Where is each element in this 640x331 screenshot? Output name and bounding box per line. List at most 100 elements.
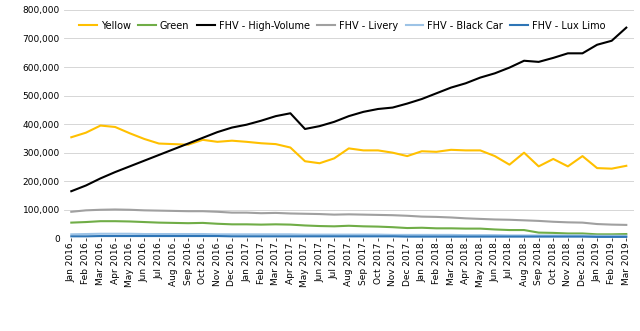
Green xyxy=(506,228,513,232)
FHV - Lux Limo xyxy=(623,235,630,239)
Green xyxy=(593,232,601,236)
FHV - Black Car xyxy=(345,233,353,237)
Green xyxy=(316,224,323,228)
Yellow xyxy=(418,149,426,153)
Yellow xyxy=(257,141,265,145)
Green xyxy=(608,232,616,236)
FHV - Black Car xyxy=(535,233,543,237)
FHV - High-Volume xyxy=(345,114,353,118)
FHV - Black Car xyxy=(506,233,513,237)
FHV - High-Volume xyxy=(199,136,207,140)
FHV - High-Volume xyxy=(418,97,426,101)
FHV - Lux Limo xyxy=(608,235,616,239)
FHV - Livery xyxy=(476,217,484,221)
FHV - Black Car xyxy=(462,233,470,237)
Yellow xyxy=(67,135,75,139)
FHV - Livery xyxy=(330,213,338,216)
FHV - Black Car xyxy=(272,232,280,236)
Green xyxy=(549,231,557,235)
Yellow xyxy=(330,156,338,160)
Yellow xyxy=(623,164,630,168)
FHV - Lux Limo xyxy=(549,235,557,239)
FHV - Black Car xyxy=(287,232,294,236)
Yellow xyxy=(447,148,455,152)
FHV - Livery xyxy=(549,220,557,224)
FHV - High-Volume xyxy=(374,107,382,111)
Yellow xyxy=(111,125,119,129)
FHV - Livery xyxy=(243,211,250,214)
FHV - Lux Limo xyxy=(111,234,119,238)
Line: FHV - Black Car: FHV - Black Car xyxy=(71,234,627,236)
FHV - High-Volume xyxy=(388,106,396,110)
Green xyxy=(97,219,104,223)
FHV - High-Volume xyxy=(330,120,338,124)
FHV - High-Volume xyxy=(287,111,294,115)
Green xyxy=(287,223,294,227)
FHV - Black Car xyxy=(257,232,265,236)
FHV - Lux Limo xyxy=(418,235,426,239)
FHV - Lux Limo xyxy=(126,234,134,238)
FHV - Lux Limo xyxy=(476,235,484,239)
FHV - Lux Limo xyxy=(214,234,221,238)
Yellow xyxy=(272,142,280,146)
Green xyxy=(330,224,338,228)
FHV - Livery xyxy=(491,217,499,221)
FHV - High-Volume xyxy=(623,25,630,29)
FHV - Black Car xyxy=(126,232,134,236)
FHV - Black Car xyxy=(491,233,499,237)
Green xyxy=(126,219,134,223)
FHV - Lux Limo xyxy=(535,235,543,239)
FHV - High-Volume xyxy=(141,159,148,163)
FHV - Black Car xyxy=(564,233,572,237)
FHV - High-Volume xyxy=(111,170,119,174)
Yellow xyxy=(82,131,90,135)
FHV - Black Car xyxy=(593,234,601,238)
Yellow xyxy=(535,165,543,168)
Green xyxy=(418,226,426,230)
Green xyxy=(374,225,382,229)
Yellow xyxy=(199,138,207,142)
FHV - Black Car xyxy=(82,232,90,236)
FHV - Livery xyxy=(170,209,177,213)
FHV - Livery xyxy=(447,215,455,219)
Legend: Yellow, Green, FHV - High-Volume, FHV - Livery, FHV - Black Car, FHV - Lux Limo: Yellow, Green, FHV - High-Volume, FHV - … xyxy=(76,17,609,34)
FHV - Livery xyxy=(535,219,543,223)
Green xyxy=(403,226,411,230)
Yellow xyxy=(608,167,616,171)
FHV - Lux Limo xyxy=(243,234,250,238)
FHV - Black Car xyxy=(243,232,250,236)
FHV - Black Car xyxy=(111,232,119,236)
FHV - Livery xyxy=(155,209,163,213)
Yellow xyxy=(360,148,367,152)
FHV - Black Car xyxy=(360,233,367,237)
Green xyxy=(345,224,353,228)
FHV - Black Car xyxy=(579,233,586,237)
FHV - Black Car xyxy=(170,232,177,236)
FHV - Black Car xyxy=(199,232,207,236)
FHV - Livery xyxy=(141,208,148,212)
Green xyxy=(535,231,543,235)
Yellow xyxy=(243,140,250,144)
FHV - Lux Limo xyxy=(257,234,265,238)
FHV - Livery xyxy=(184,209,192,213)
Green xyxy=(214,222,221,226)
FHV - Black Car xyxy=(228,232,236,236)
FHV - Lux Limo xyxy=(593,235,601,239)
Yellow xyxy=(155,142,163,146)
FHV - Lux Limo xyxy=(433,235,440,239)
FHV - Livery xyxy=(623,223,630,227)
FHV - High-Volume xyxy=(272,114,280,118)
FHV - High-Volume xyxy=(170,147,177,151)
FHV - High-Volume xyxy=(97,176,104,180)
FHV - Black Car xyxy=(418,233,426,237)
FHV - Livery xyxy=(579,221,586,225)
FHV - Livery xyxy=(418,214,426,218)
FHV - High-Volume xyxy=(476,75,484,79)
FHV - Livery xyxy=(360,213,367,216)
Green xyxy=(67,221,75,225)
FHV - Black Car xyxy=(316,233,323,237)
FHV - Lux Limo xyxy=(360,234,367,238)
FHV - Lux Limo xyxy=(388,234,396,238)
Yellow xyxy=(97,123,104,127)
Green xyxy=(579,231,586,235)
